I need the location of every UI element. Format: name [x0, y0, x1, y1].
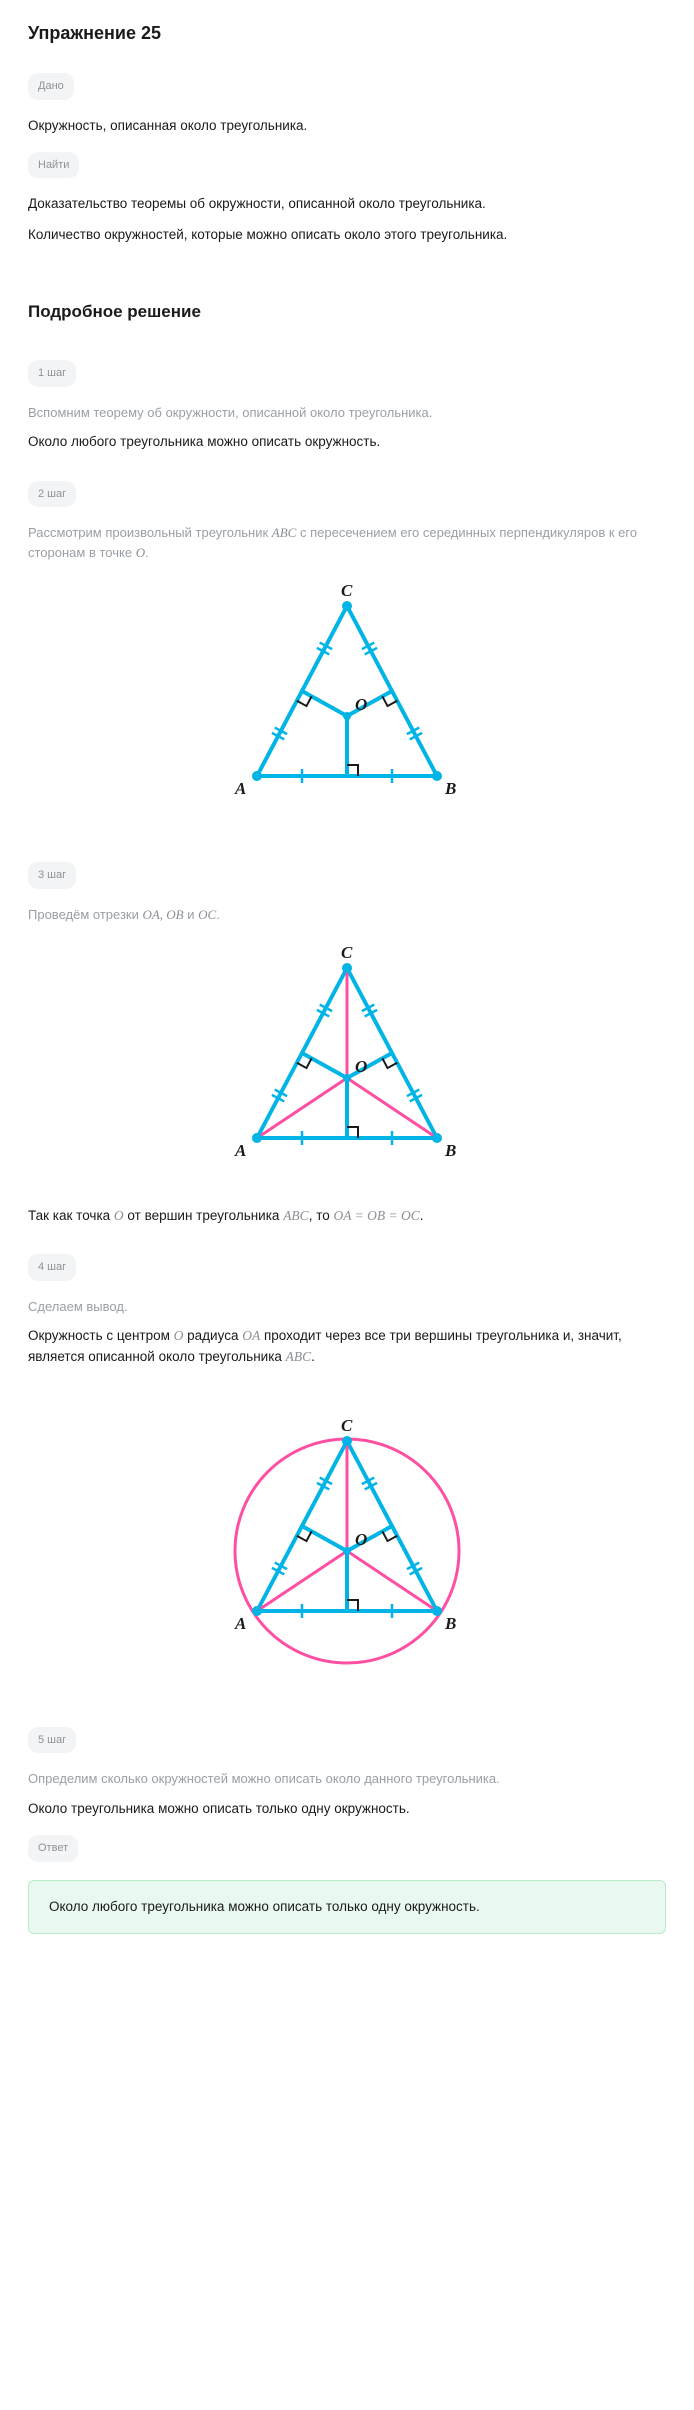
s3-m1: OA, OB: [142, 907, 183, 922]
step-5-text: Около треугольника можно описать только …: [28, 1799, 666, 1819]
answer-box: Около любого треугольника можно описать …: [28, 1880, 666, 1934]
s3a-m1: O: [114, 1208, 124, 1223]
svg-text:O: O: [355, 1057, 367, 1076]
s3-mid: и: [184, 907, 199, 922]
step-1-intro: Вспомним теорему об окружности, описанно…: [28, 403, 666, 423]
solution-heading: Подробное решение: [28, 299, 666, 325]
step-2-chip: 2 шаг: [28, 481, 76, 508]
find-line-1: Доказательство теоремы об окружности, оп…: [28, 194, 666, 214]
triangle-svg-3: A B C O: [187, 1381, 507, 1681]
s3a-m2: ABC: [283, 1208, 309, 1223]
given-text: Окружность, описанная около треугольника…: [28, 116, 666, 136]
s3a-pre: Так как точка: [28, 1208, 114, 1223]
svg-text:C: C: [341, 1416, 353, 1435]
svg-text:O: O: [355, 695, 367, 714]
find-line-2: Количество окружностей, которые можно оп…: [28, 225, 666, 245]
svg-text:B: B: [444, 1141, 456, 1160]
step-2-pre: Рассмотрим произвольный треугольник: [28, 525, 272, 540]
svg-text:A: A: [234, 1614, 246, 1633]
step-1-text: Около любого треугольника можно описать …: [28, 432, 666, 452]
svg-text:C: C: [341, 943, 353, 962]
s4-m1: O: [174, 1328, 184, 1343]
svg-text:A: A: [234, 779, 246, 798]
s4-post: .: [311, 1349, 315, 1364]
triangle-svg-1: A B C O: [197, 576, 497, 816]
svg-text:O: O: [355, 1530, 367, 1549]
page-title: Упражнение 25: [28, 20, 666, 47]
s3-post: .: [216, 907, 220, 922]
step-1-chip: 1 шаг: [28, 360, 76, 387]
s3a-m3: OA = OB = OC: [333, 1208, 419, 1223]
chip-find: Найти: [28, 152, 79, 179]
step-4-text: Окружность с центром O радиуса OA проход…: [28, 1326, 666, 1367]
svg-text:C: C: [341, 581, 353, 600]
step-4-chip: 4 шаг: [28, 1254, 76, 1281]
step-5-chip: 5 шаг: [28, 1727, 76, 1754]
step-5-intro: Определим сколько окружностей можно опис…: [28, 1769, 666, 1789]
figure-1: A B C O: [28, 576, 666, 816]
step-2-post: .: [145, 545, 149, 560]
s3a-mid2: , то: [309, 1208, 334, 1223]
figure-2: A B C O: [28, 938, 666, 1178]
s4-mid1: радиуса: [183, 1328, 242, 1343]
step-2-m2: O: [136, 545, 145, 560]
s3a-mid1: от вершин треугольника: [124, 1208, 284, 1223]
svg-text:A: A: [234, 1141, 246, 1160]
step-2-m1: ABC: [272, 525, 297, 540]
svg-text:B: B: [444, 1614, 456, 1633]
s3-pre: Проведём отрезки: [28, 907, 142, 922]
step-3-intro: Проведём отрезки OA, OB и OC.: [28, 905, 666, 925]
triangle-svg-2: A B C O: [197, 938, 497, 1178]
step-2-text: Рассмотрим произвольный треугольник ABC …: [28, 523, 666, 562]
s3-m2: OC: [198, 907, 216, 922]
svg-text:B: B: [444, 779, 456, 798]
step-4-intro: Сделаем вывод.: [28, 1297, 666, 1317]
chip-answer: Ответ: [28, 1835, 78, 1862]
s3a-post: .: [420, 1208, 424, 1223]
s4-pre: Окружность с центром: [28, 1328, 174, 1343]
step-3-chip: 3 шаг: [28, 862, 76, 889]
s4-m3: ABC: [286, 1349, 312, 1364]
s4-m2: OA: [242, 1328, 260, 1343]
chip-given: Дано: [28, 73, 74, 100]
step-3-after: Так как точка O от вершин треугольника A…: [28, 1206, 666, 1226]
figure-3: A B C O: [28, 1381, 666, 1681]
